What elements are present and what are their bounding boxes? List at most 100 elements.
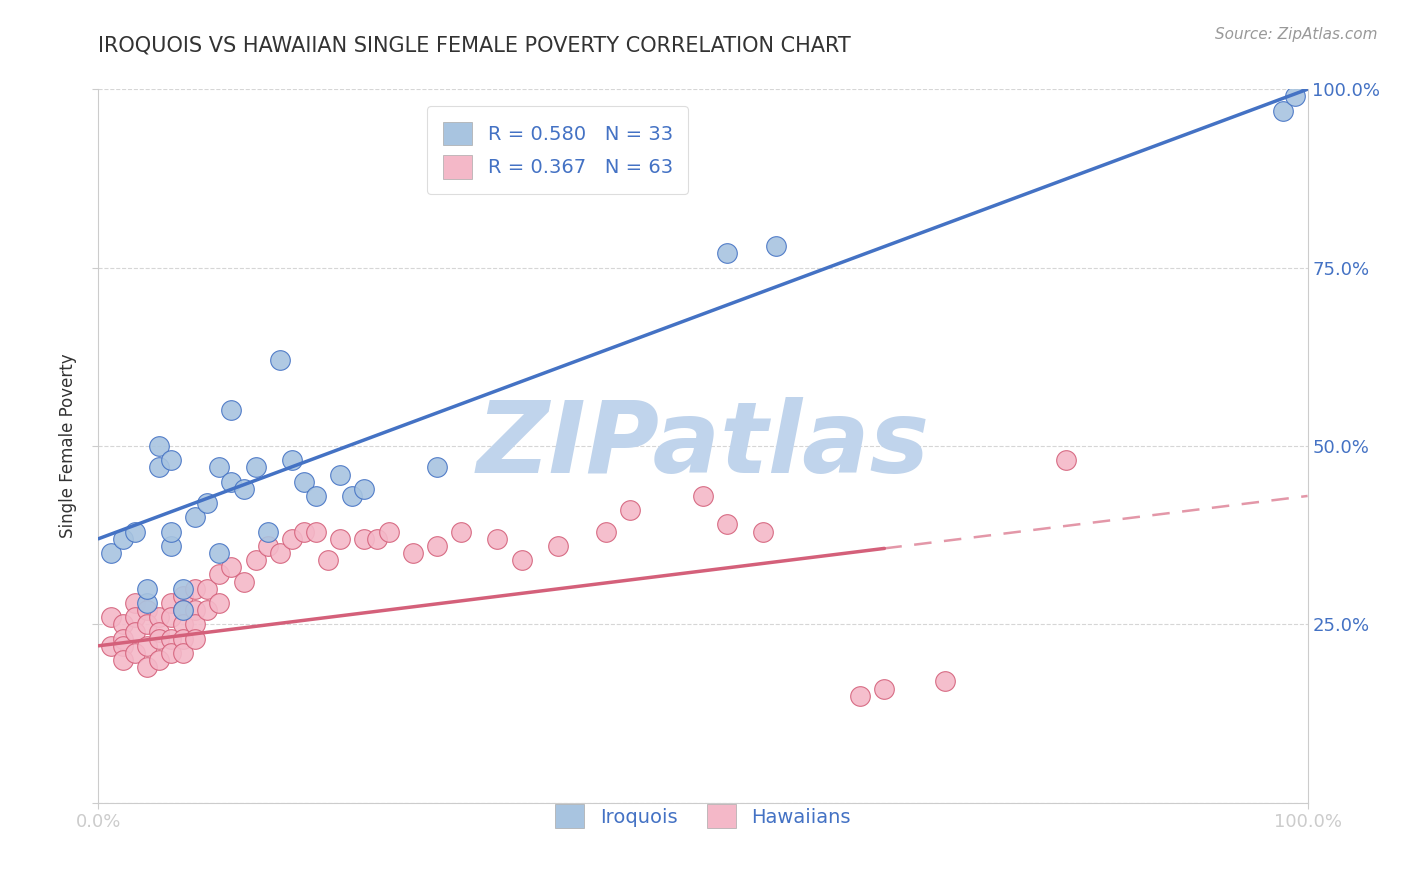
Point [124, 610, 146, 624]
Point [692, 489, 714, 503]
Point [305, 524, 328, 539]
Point [184, 617, 207, 632]
Point [160, 453, 183, 467]
Text: ZIPatlas: ZIPatlas [477, 398, 929, 494]
Point [208, 596, 231, 610]
Point [172, 646, 194, 660]
Point [873, 681, 896, 696]
Point [124, 646, 146, 660]
Point [426, 539, 449, 553]
Point [124, 624, 146, 639]
Point [849, 689, 872, 703]
Point [135, 639, 157, 653]
Point [172, 617, 194, 632]
Point [111, 617, 134, 632]
Point [281, 453, 304, 467]
Point [172, 603, 194, 617]
Point [245, 553, 267, 567]
Point [292, 524, 315, 539]
Point [184, 603, 207, 617]
Point [269, 353, 291, 368]
Point [184, 582, 207, 596]
Point [377, 524, 399, 539]
Point [765, 239, 787, 253]
Point [221, 475, 243, 489]
Point [135, 660, 157, 674]
Point [172, 582, 194, 596]
Point [245, 460, 267, 475]
Point [208, 546, 231, 560]
Point [160, 610, 183, 624]
Point [208, 460, 231, 475]
Point [100, 639, 122, 653]
Point [281, 532, 304, 546]
Point [135, 596, 157, 610]
Point [450, 524, 472, 539]
Point [111, 532, 134, 546]
Point [752, 524, 775, 539]
Point [232, 482, 254, 496]
Point [716, 246, 738, 260]
Point [486, 532, 509, 546]
Point [148, 439, 170, 453]
Point [1272, 103, 1295, 118]
Point [1054, 453, 1077, 467]
Point [148, 460, 170, 475]
Point [100, 610, 122, 624]
Point [510, 553, 533, 567]
Point [160, 632, 183, 646]
Point [316, 553, 339, 567]
Point [619, 503, 641, 517]
Point [595, 524, 617, 539]
Point [195, 496, 218, 510]
Point [111, 632, 134, 646]
Point [148, 653, 170, 667]
Point [256, 539, 278, 553]
Text: IROQUOIS VS HAWAIIAN SINGLE FEMALE POVERTY CORRELATION CHART: IROQUOIS VS HAWAIIAN SINGLE FEMALE POVER… [98, 36, 851, 55]
Point [305, 489, 328, 503]
Point [184, 510, 207, 524]
Point [329, 467, 352, 482]
Point [208, 567, 231, 582]
Point [342, 489, 364, 503]
Point [402, 546, 425, 560]
Point [1284, 89, 1306, 103]
Point [269, 546, 291, 560]
Point [148, 632, 170, 646]
Point [195, 582, 218, 596]
Point [135, 582, 157, 596]
Point [172, 589, 194, 603]
Point [934, 674, 956, 689]
Point [148, 610, 170, 624]
Point [100, 546, 122, 560]
Point [124, 596, 146, 610]
Point [353, 532, 375, 546]
Point [184, 632, 207, 646]
Point [353, 482, 375, 496]
Point [172, 603, 194, 617]
Point [160, 539, 183, 553]
Point [111, 639, 134, 653]
Point [256, 524, 278, 539]
Y-axis label: Single Female Poverty: Single Female Poverty [59, 354, 77, 538]
Point [232, 574, 254, 589]
Point [547, 539, 569, 553]
Point [124, 524, 146, 539]
Point [135, 617, 157, 632]
Point [366, 532, 388, 546]
Point [329, 532, 352, 546]
Point [160, 596, 183, 610]
Point [160, 646, 183, 660]
Point [195, 603, 218, 617]
Point [160, 524, 183, 539]
Point [111, 653, 134, 667]
Point [148, 624, 170, 639]
Point [426, 460, 449, 475]
Point [172, 632, 194, 646]
Text: Source: ZipAtlas.com: Source: ZipAtlas.com [1215, 27, 1378, 42]
Point [221, 560, 243, 574]
Point [292, 475, 315, 489]
Point [135, 603, 157, 617]
Point [221, 403, 243, 417]
Legend: Iroquois, Hawaiians: Iroquois, Hawaiians [547, 797, 859, 836]
